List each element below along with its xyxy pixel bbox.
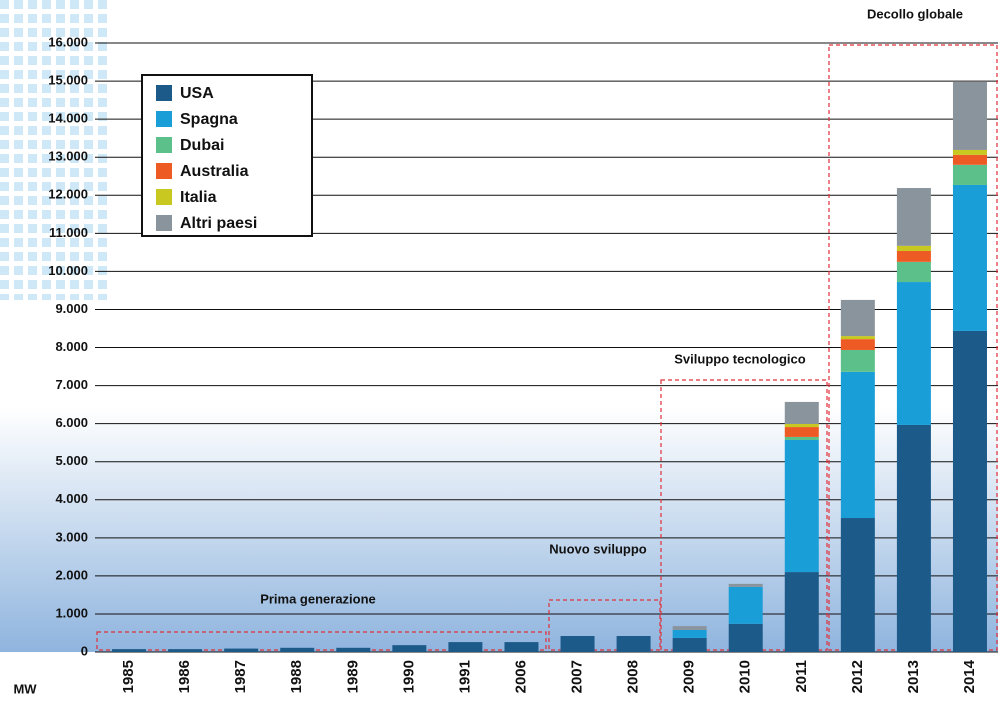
x-tick-label: 1990 [400, 660, 417, 693]
y-tick-label: 2.000 [55, 567, 88, 582]
y-unit: MW [13, 681, 37, 696]
y-tick-label: 9.000 [55, 301, 88, 316]
x-tick-label: 2009 [681, 660, 698, 693]
x-tick-label: 1987 [232, 660, 249, 693]
bar-segment [841, 372, 875, 518]
x-tick-label: 2012 [849, 660, 866, 693]
bar-segment [785, 437, 819, 440]
bar-segment [897, 262, 931, 282]
x-tick-label: 1986 [176, 660, 193, 693]
bar-segment [841, 339, 875, 350]
bar-segment [841, 350, 875, 372]
legend-swatch [156, 163, 172, 179]
bar-segment [953, 155, 987, 165]
bar-segment [280, 648, 314, 652]
bar-segment [785, 440, 819, 572]
bar-segment [897, 188, 931, 246]
y-tick-label: 1.000 [55, 605, 88, 620]
y-tick-label: 13.000 [48, 149, 88, 164]
legend-label: USA [180, 85, 214, 102]
annotation: Prima generazione [260, 591, 376, 606]
bar-segment [729, 584, 763, 587]
bar-segment [392, 645, 426, 652]
bar-segment [336, 648, 370, 652]
x-tick-label: 2011 [793, 660, 810, 693]
y-tick-label: 7.000 [55, 377, 88, 392]
bar-segment [953, 185, 987, 331]
y-tick-label: 12.000 [48, 187, 88, 202]
bar-segment [504, 642, 538, 652]
legend-label: Altri paesi [180, 215, 257, 232]
y-tick-label: 8.000 [55, 339, 88, 354]
bar-segment [673, 630, 707, 638]
bar-segment [897, 246, 931, 251]
bar-segment [953, 82, 987, 150]
x-tick-label: 2007 [569, 660, 586, 693]
x-tick-label: 1985 [120, 660, 137, 693]
bar-segment [785, 424, 819, 427]
bar-segment [673, 626, 707, 630]
legend-swatch [156, 85, 172, 101]
annotation: Sviluppo tecnologico [674, 351, 806, 366]
bar-segment [617, 636, 651, 652]
y-tick-label: 15.000 [48, 73, 88, 88]
bar-segment [785, 402, 819, 424]
legend-swatch [156, 215, 172, 231]
legend-label: Spagna [180, 111, 238, 128]
x-tick-label: 1988 [288, 660, 305, 693]
bar-segment [224, 649, 258, 652]
bar-segment [897, 282, 931, 425]
y-tick-label: 0 [81, 643, 88, 658]
legend-swatch [156, 189, 172, 205]
bar-segment [168, 649, 202, 652]
bar-segment [729, 624, 763, 652]
legend-label: Italia [180, 189, 217, 206]
bar-segment [561, 636, 595, 652]
bar-segment [785, 572, 819, 652]
x-tick-label: 2013 [905, 660, 922, 693]
y-tick-label: 4.000 [55, 491, 88, 506]
annotation: Decollo globale [867, 6, 963, 21]
y-tick-label: 14.000 [48, 111, 88, 126]
y-tick-label: 5.000 [55, 453, 88, 468]
x-tick-label: 2008 [625, 660, 642, 693]
bar-segment [953, 331, 987, 652]
legend-swatch [156, 111, 172, 127]
annotation: Nuovo sviluppo [549, 541, 647, 556]
legend-label: Australia [180, 163, 249, 180]
bar-segment [897, 251, 931, 262]
y-tick-label: 3.000 [55, 529, 88, 544]
bar-segment [953, 165, 987, 185]
bar-segment [841, 518, 875, 652]
bar-segment [897, 425, 931, 652]
bar-segment [448, 642, 482, 652]
legend-swatch [156, 137, 172, 153]
y-tick-label: 6.000 [55, 415, 88, 430]
x-tick-label: 2014 [961, 659, 978, 693]
legend-label: Dubai [180, 137, 224, 154]
chart: Prima generazione Nuovo sviluppo Svilupp… [0, 0, 1000, 706]
x-tick-label: 2006 [512, 660, 529, 693]
x-tick-label: 2010 [737, 660, 754, 693]
bar-segment [841, 336, 875, 339]
y-tick-label: 10.000 [48, 263, 88, 278]
bar-segment [785, 427, 819, 437]
bar-segment [841, 300, 875, 336]
bar-segment [953, 150, 987, 155]
y-tick-label: 16.000 [48, 34, 88, 49]
x-tick-label: 1989 [344, 660, 361, 693]
bar-segment [729, 587, 763, 624]
bar-segment [112, 649, 146, 652]
bar-segment [673, 638, 707, 652]
x-tick-label: 1991 [456, 660, 473, 693]
y-tick-label: 11.000 [49, 225, 88, 240]
